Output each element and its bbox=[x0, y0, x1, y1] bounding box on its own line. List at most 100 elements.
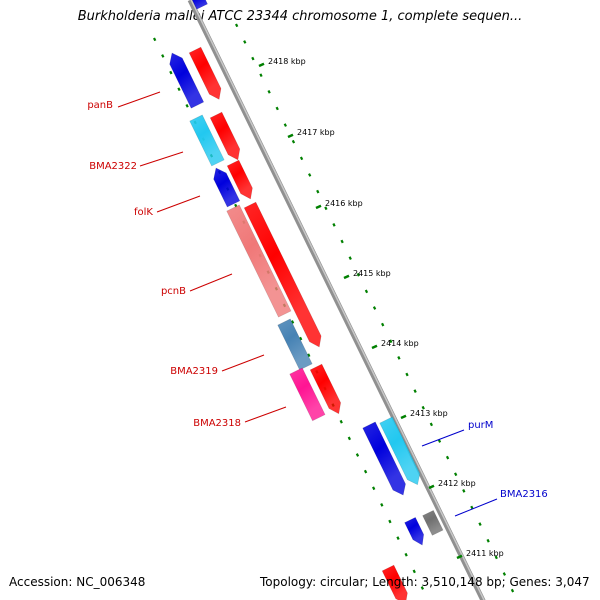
gene-label: panB bbox=[87, 100, 113, 111]
rail-dot bbox=[437, 439, 442, 443]
gene-purM-blue bbox=[362, 421, 406, 496]
rail-dot bbox=[405, 372, 409, 377]
rail-dot bbox=[316, 189, 320, 194]
rail-dot bbox=[324, 206, 328, 211]
rail-dot bbox=[372, 306, 377, 310]
gene-bma2316 bbox=[422, 509, 444, 536]
backbone-line bbox=[187, 0, 486, 600]
rail-dot bbox=[445, 455, 450, 460]
gene-forward-panB bbox=[188, 46, 222, 100]
rail-dot bbox=[259, 73, 263, 78]
tick-mark bbox=[315, 204, 322, 210]
rail-dot bbox=[372, 486, 376, 491]
gene-forward-folK bbox=[226, 159, 253, 200]
gene-label-leader bbox=[454, 498, 498, 517]
rail-dot bbox=[340, 239, 344, 244]
tick-mark bbox=[258, 62, 265, 68]
rail-dot bbox=[339, 419, 343, 424]
rail-dot bbox=[413, 389, 417, 393]
gene-label-leader bbox=[421, 429, 465, 447]
rail-dot bbox=[420, 586, 425, 590]
gene-label: BMA2319 bbox=[170, 366, 218, 377]
rail-dot bbox=[291, 139, 296, 144]
rail-dot bbox=[397, 356, 401, 360]
rail-dot bbox=[348, 256, 352, 260]
rail-dot bbox=[454, 472, 458, 477]
rail-dot bbox=[380, 503, 384, 507]
rail-dot bbox=[161, 54, 165, 58]
rail-dot bbox=[486, 538, 490, 543]
gene-label-leader bbox=[221, 354, 265, 372]
gene-label: BMA2322 bbox=[89, 161, 137, 172]
accession-text: Accession: NC_006348 bbox=[9, 575, 146, 589]
gene-label-leader bbox=[189, 273, 233, 292]
rail-dot bbox=[267, 90, 271, 94]
rail-dot bbox=[510, 588, 515, 593]
gene-label-leader bbox=[156, 195, 201, 213]
rail-dot bbox=[185, 104, 189, 108]
gene-forward-bma2318 bbox=[309, 363, 342, 415]
gene-forward-bma2322 bbox=[209, 111, 241, 161]
backbone-highlight bbox=[190, 0, 485, 600]
rail-dot bbox=[332, 223, 336, 227]
rail-dot bbox=[308, 173, 312, 177]
gene-top-fragment bbox=[191, 0, 208, 10]
gene-label: BMA2316 bbox=[500, 489, 548, 500]
gene-label: folK bbox=[134, 207, 153, 218]
gene-label-leader bbox=[139, 151, 184, 167]
gene-bma2319 bbox=[277, 318, 313, 371]
gene-folK bbox=[213, 167, 241, 208]
gene-label-leader bbox=[117, 91, 161, 108]
rail-dot bbox=[299, 156, 304, 161]
tick-mark bbox=[343, 274, 350, 280]
rail-dot bbox=[396, 536, 400, 540]
gene-purM bbox=[379, 416, 421, 486]
tick-label: 2414 kbp bbox=[381, 339, 419, 348]
rail-dot bbox=[363, 469, 368, 474]
gene-forward-bottom bbox=[381, 564, 408, 600]
rail-dot bbox=[470, 505, 474, 510]
rail-dot bbox=[283, 123, 287, 127]
tick-label: 2417 kbp bbox=[297, 128, 335, 137]
tick-mark bbox=[287, 133, 294, 139]
tick-label: 2418 kbp bbox=[268, 57, 306, 66]
rail-dot bbox=[364, 289, 369, 294]
tick-mark bbox=[428, 484, 435, 490]
map-title: Burkholderia mallei ATCC 23344 chromosom… bbox=[77, 9, 523, 24]
tick-mark bbox=[371, 344, 378, 350]
rail-dot bbox=[429, 422, 433, 427]
gene-label: BMA2318 bbox=[193, 418, 241, 429]
tick-mark bbox=[456, 554, 463, 560]
gene-forward-pcnB bbox=[243, 201, 322, 348]
rail-dot bbox=[235, 23, 239, 28]
rail-dot bbox=[290, 320, 295, 324]
rail-dot bbox=[462, 489, 466, 493]
rail-dot bbox=[356, 272, 360, 277]
rail-dot bbox=[355, 453, 360, 457]
gene-label-leader bbox=[244, 406, 287, 423]
tick-label: 2412 kbp bbox=[438, 479, 476, 488]
rail-dot bbox=[177, 87, 181, 92]
rail-dot bbox=[169, 70, 173, 75]
rail-dot bbox=[347, 436, 351, 441]
rail-dot bbox=[275, 106, 279, 111]
tick-mark bbox=[400, 414, 407, 420]
rail-dot bbox=[299, 336, 303, 341]
tick-label: 2413 kbp bbox=[410, 409, 448, 418]
rail-dot bbox=[404, 552, 408, 557]
rail-dot bbox=[412, 569, 416, 574]
rail-dot bbox=[478, 522, 482, 526]
rail-dot bbox=[388, 519, 392, 524]
gene-label: purM bbox=[468, 420, 493, 431]
rail-dot bbox=[243, 40, 247, 44]
gene-panB bbox=[169, 52, 205, 109]
rail-dot bbox=[389, 339, 393, 344]
outer-dotted-rail bbox=[235, 23, 515, 593]
gene-bma2316-blue bbox=[404, 516, 425, 546]
rail-dot bbox=[381, 322, 385, 327]
tick-label: 2416 kbp bbox=[325, 199, 363, 208]
rail-dot bbox=[421, 405, 425, 410]
gene-label: pcnB bbox=[161, 286, 186, 297]
